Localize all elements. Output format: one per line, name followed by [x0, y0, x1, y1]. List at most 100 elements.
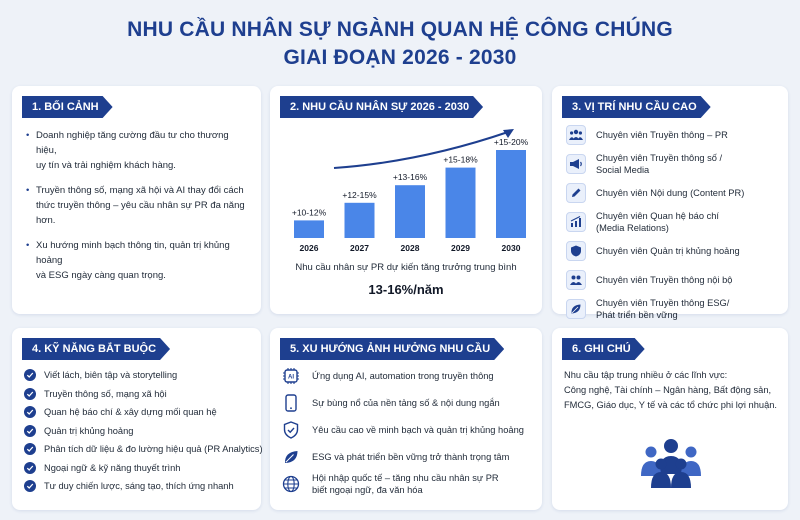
skills-heading: 4. KỸ NĂNG BẮT BUỘC	[22, 338, 170, 360]
check-icon	[24, 424, 36, 437]
skill-label: Quan hệ báo chí & xây dựng mối quan hệ	[44, 407, 217, 418]
group-icon	[641, 439, 701, 488]
trend-item: Sự bùng nổ của nền tảng số & nội dung ng…	[282, 389, 536, 416]
skill-label: Viết lách, biên tập và storytelling	[44, 370, 178, 381]
trend-label: ESG và phát triển bền vững trở thành trọ…	[312, 451, 510, 462]
context-bullets: Doanh nghiệp tăng cường đầu tư cho thươn…	[26, 128, 251, 293]
chart-data-label: +10-12%	[292, 207, 327, 217]
chart-data-label: +15-20%	[494, 137, 529, 147]
trend-item: AI Ứng dụng AI, automation trong truyền …	[282, 362, 536, 389]
chart-data-label: +15-18%	[443, 155, 478, 165]
chart-caption: Nhu cầu nhân sự PR dự kiến tăng trưởng t…	[295, 262, 517, 273]
check-icon	[24, 480, 36, 493]
chart-bar	[344, 202, 375, 238]
trend-arrow	[333, 131, 509, 169]
trend-arrow-head	[503, 129, 514, 138]
growth-highlight: 13-16%/năm	[368, 282, 444, 297]
position-item: Chuyên viên Quan hệ báo chí (Media Relati…	[566, 207, 782, 236]
trends-list: AI Ứng dụng AI, automation trong truyền …	[282, 362, 536, 497]
position-label: Chuyên viên Nội dung (Content PR)	[596, 187, 745, 198]
trends-card: 5. XU HƯỚNG ẢNH HƯỞNG NHU CẦU AI Ứng dụn…	[270, 328, 542, 510]
notes-card: 6. GHI CHÚ Nhu cầu tập trung nhiều ở các…	[552, 328, 788, 510]
skill-label: Quản trị khủng hoảng	[44, 425, 134, 436]
chart-data-label: +12-15%	[342, 190, 377, 200]
check-icon	[24, 461, 36, 474]
trend-label: Yêu cầu cao về minh bạch và quản trị khủ…	[312, 424, 524, 435]
position-item: Chuyên viên Nội dung (Content PR)	[566, 178, 782, 207]
position-label: Chuyên viên Truyền thông số / Social Medi…	[596, 152, 723, 175]
skills-list: Viết lách, biên tập và storytelling Truy…	[24, 366, 263, 496]
pencil-icon	[566, 182, 586, 203]
bullet-line: và ESG ngày càng quan trọng.	[36, 270, 166, 281]
svg-text:AI: AI	[288, 374, 294, 380]
skill-item: Ngoại ngữ & kỹ năng thuyết trình	[24, 459, 255, 478]
bullet-line: Truyền thông số, mạng xã hội và AI thay …	[36, 185, 244, 196]
growth-chart: +10-12% 2026 +12-15% 2027 +13-16% 2028 +15-18%…	[292, 129, 529, 253]
trend-label: Sự bùng nổ của nền tảng số & nội dung ng…	[312, 397, 500, 408]
context-bullet: Truyền thông số, mạng xã hội và AI thay …	[26, 183, 251, 228]
context-heading: 1. BỐI CẢNH	[22, 96, 113, 118]
skill-item: Truyền thông số, mạng xã hội	[24, 385, 255, 404]
leaf-icon	[282, 448, 300, 466]
chart-bar	[294, 220, 324, 238]
notes-heading: 6. GHI CHÚ	[562, 338, 645, 360]
chart-tick-label: 2027	[350, 243, 369, 253]
chart-tick-label: 2026	[300, 243, 319, 253]
trends-heading: 5. XU HƯỚNG ẢNH HƯỞNG NHU CẦU	[280, 338, 504, 360]
skill-label: Phân tích dữ liệu & đo lường hiệu quả (P…	[44, 444, 263, 455]
demand-card: 2. NHU CẦU NHÂN SỰ 2026 - 2030 +10-12% 20…	[270, 86, 542, 314]
trend-item: ESG và phát triển bền vững trở thành trọ…	[282, 443, 536, 470]
skill-label: Tư duy chiến lược, sáng tạo, thích ứng n…	[44, 481, 234, 492]
page-subtitle: GIAI ĐOẠN 2026 - 2030	[283, 46, 517, 69]
position-item: Chuyên viên Truyền thông nội bộ	[566, 265, 782, 294]
smartphone-icon	[282, 393, 300, 412]
bullet-line: thức truyền thông – yêu cầu nhân sự PR đ…	[36, 200, 245, 226]
skills-card: 4. KỸ NĂNG BẮT BUỘC Viết lách, biên tập …	[12, 328, 263, 510]
demand-heading: 2. NHU CẦU NHÂN SỰ 2026 - 2030	[280, 96, 483, 118]
chart-bar	[445, 167, 476, 238]
note-line: FMCG, Giáo dục, Y tế và các tổ chức phi …	[564, 400, 777, 410]
context-bullet: Xu hướng minh bạch thông tin, quản trị k…	[26, 238, 251, 283]
position-item: Chuyên viên Truyền thông số / Social Medi…	[566, 149, 782, 178]
check-icon	[24, 406, 36, 419]
notes-text: Nhu cầu tập trung nhiều ở các lĩnh vực: …	[564, 368, 780, 413]
trend-label: Hội nhập quốc tế – tăng nhu cầu nhân sự …	[312, 472, 499, 495]
positions-list: Chuyên viên Truyền thông – PR Chuyên viê…	[566, 120, 782, 323]
chart-bar	[496, 150, 526, 238]
positions-heading: 3. VỊ TRÍ NHU CẦU CAO	[562, 96, 711, 118]
people-icon	[566, 269, 586, 290]
skill-label: Ngoại ngữ & kỹ năng thuyết trình	[44, 462, 181, 473]
context-card: 1. BỐI CẢNH Doanh nghiệp tăng cường đầu …	[12, 86, 261, 314]
position-item: Chuyên viên Truyền thông – PR	[566, 120, 782, 149]
chart-data-label: +13-16%	[393, 172, 428, 182]
megaphone-icon	[566, 153, 586, 174]
trend-label: Ứng dụng AI, automation trong truyền thô…	[312, 370, 494, 381]
ai-chip-icon: AI	[282, 367, 300, 385]
shield-check-icon	[282, 420, 300, 439]
position-label: Chuyên viên Truyền thông nội bộ	[596, 274, 733, 285]
skill-item: Tư duy chiến lược, sáng tạo, thích ứng n…	[24, 477, 255, 496]
position-label: Chuyên viên Truyền thông ESG/Phát triển …	[596, 297, 730, 320]
position-label: Chuyên viên Quan hệ báo chí (Media Relati…	[596, 210, 720, 233]
skill-item: Phân tích dữ liệu & đo lường hiệu quả (P…	[24, 440, 263, 459]
note-line: Nhu cầu tập trung nhiều ở các lĩnh vực:	[564, 370, 728, 380]
position-item: Chuyên viên Quản trị khủng hoảng	[566, 236, 782, 265]
chart-tick-label: 2029	[451, 243, 470, 253]
shield-icon	[566, 240, 586, 261]
context-bullet: Doanh nghiệp tăng cường đầu tư cho thươn…	[26, 128, 251, 173]
check-icon	[24, 387, 36, 400]
position-label: Chuyên viên Truyền thông – PR	[596, 129, 728, 140]
skill-item: Viết lách, biên tập và storytelling	[24, 366, 255, 385]
skill-item: Quản trị khủng hoảng	[24, 422, 255, 441]
leaf-icon	[566, 298, 586, 319]
skill-label: Truyền thông số, mạng xã hội	[44, 388, 167, 399]
globe-icon	[282, 475, 300, 493]
bullet-line: Doanh nghiệp tăng cường đầu tư cho thươn…	[36, 130, 229, 156]
bullet-line: Xu hướng minh bạch thông tin, quản trị k…	[36, 240, 230, 266]
trend-item: Yêu cầu cao về minh bạch và quản trị khủ…	[282, 416, 536, 443]
chart-bar	[395, 185, 425, 238]
check-icon	[24, 443, 36, 456]
check-icon	[24, 369, 36, 382]
position-label: Chuyên viên Quản trị khủng hoảng	[596, 245, 740, 256]
trend-item: Hội nhập quốc tế – tăng nhu cầu nhân sự …	[282, 470, 536, 497]
